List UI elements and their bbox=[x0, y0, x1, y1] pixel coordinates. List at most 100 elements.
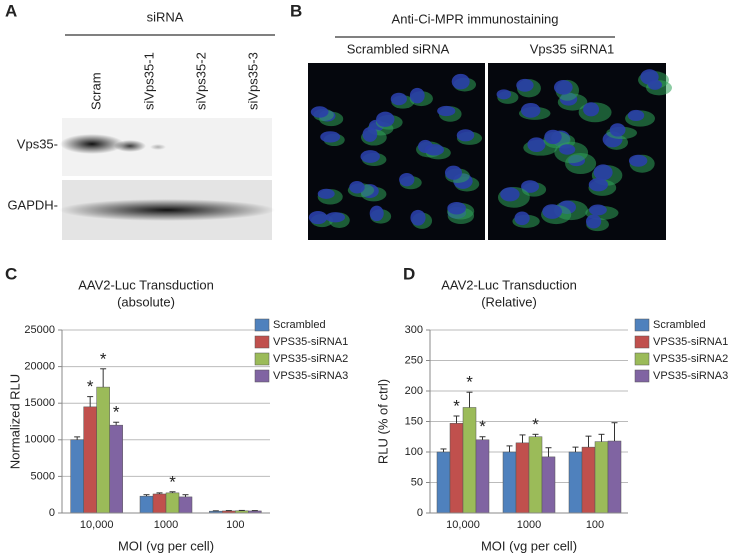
legend-swatch bbox=[634, 352, 650, 366]
bar bbox=[581, 446, 596, 514]
y-tick-label: 150 bbox=[405, 415, 423, 427]
bar bbox=[594, 441, 609, 514]
legend-label: VPS35-siRNA1 bbox=[653, 336, 728, 348]
legend-swatch bbox=[254, 352, 270, 366]
blot-band bbox=[59, 199, 275, 221]
bar bbox=[139, 495, 154, 514]
bar bbox=[109, 424, 123, 514]
nucleus bbox=[628, 154, 648, 167]
legend-swatch bbox=[634, 335, 650, 349]
nucleus bbox=[424, 144, 445, 156]
legend-swatch bbox=[254, 318, 270, 332]
bar bbox=[541, 456, 556, 514]
nucleus bbox=[369, 205, 384, 222]
bar bbox=[528, 436, 543, 514]
bar bbox=[515, 442, 530, 514]
y-tick-label: 100 bbox=[405, 446, 423, 458]
nucleus bbox=[349, 181, 365, 194]
bar bbox=[96, 386, 110, 514]
panel-title: Anti-Ci-MPR immunostaining bbox=[392, 11, 559, 26]
panel-label: A bbox=[5, 1, 17, 20]
lane-label: siVps35-3 bbox=[245, 52, 260, 110]
nucleus bbox=[444, 165, 463, 180]
y-axis-label: RLU (% of ctrl) bbox=[375, 379, 390, 464]
nucleus bbox=[585, 214, 602, 229]
nucleus bbox=[627, 109, 645, 122]
nucleus bbox=[588, 204, 607, 216]
blot-band bbox=[150, 144, 166, 150]
nucleus bbox=[376, 111, 395, 127]
blot-header: siRNA bbox=[147, 9, 184, 24]
significance-mark: * bbox=[453, 396, 460, 415]
significance-mark: * bbox=[113, 403, 120, 422]
blot-band bbox=[114, 140, 146, 152]
nucleus bbox=[542, 204, 563, 219]
nucleus bbox=[521, 180, 540, 193]
nucleus bbox=[399, 172, 415, 187]
significance-mark: * bbox=[532, 415, 539, 434]
y-tick-label: 20000 bbox=[24, 361, 55, 373]
y-tick-label: 0 bbox=[417, 507, 423, 519]
panel-label: B bbox=[290, 1, 302, 20]
chart-subtitle: (absolute) bbox=[117, 294, 175, 309]
nucleus bbox=[514, 211, 530, 226]
legend-label: Scrambled bbox=[273, 319, 326, 331]
nucleus bbox=[609, 123, 626, 137]
bar bbox=[83, 406, 97, 514]
legend-swatch bbox=[254, 335, 270, 349]
x-axis-label: MOI (vg per cell) bbox=[481, 538, 577, 553]
nucleus bbox=[588, 178, 608, 192]
x-tick-label: 10,000 bbox=[446, 519, 480, 531]
significance-mark: * bbox=[466, 373, 473, 392]
nucleus bbox=[447, 201, 466, 215]
legend-swatch bbox=[254, 369, 270, 383]
column-label: Scrambled siRNA bbox=[347, 41, 450, 56]
bar bbox=[70, 439, 84, 514]
nucleus bbox=[553, 80, 573, 95]
bar bbox=[568, 451, 583, 514]
panel-label: D bbox=[403, 264, 415, 283]
row-label: GAPDH- bbox=[7, 197, 58, 212]
y-tick-label: 10000 bbox=[24, 434, 55, 446]
nucleus bbox=[362, 126, 378, 142]
legend-swatch bbox=[634, 318, 650, 332]
lane-label: siVps35-1 bbox=[141, 52, 156, 110]
nucleus bbox=[410, 209, 426, 226]
bar bbox=[449, 423, 464, 514]
legend-label: Scrambled bbox=[653, 319, 706, 331]
y-tick-label: 50 bbox=[411, 476, 423, 488]
nucleus bbox=[583, 102, 600, 117]
nucleus bbox=[559, 144, 576, 155]
nucleus bbox=[496, 89, 512, 100]
blot-band bbox=[60, 134, 124, 154]
panel-label: C bbox=[5, 264, 17, 283]
legend-label: VPS35-siRNA1 bbox=[273, 336, 348, 348]
nucleus bbox=[593, 164, 613, 181]
legend-label: VPS35-siRNA3 bbox=[273, 370, 348, 382]
y-tick-label: 200 bbox=[405, 385, 423, 397]
bar bbox=[475, 439, 490, 514]
nucleus bbox=[409, 87, 425, 104]
column-label: Vps35 siRNA1 bbox=[530, 41, 615, 56]
bar bbox=[436, 451, 451, 514]
y-tick-label: 250 bbox=[405, 354, 423, 366]
bar bbox=[178, 496, 193, 514]
nucleus bbox=[648, 79, 663, 90]
legend-label: VPS35-siRNA3 bbox=[653, 370, 728, 382]
chart-title: AAV2-Luc Transduction bbox=[78, 277, 214, 292]
y-tick-label: 25000 bbox=[24, 324, 55, 336]
x-tick-label: 100 bbox=[226, 519, 244, 531]
legend-label: VPS35-siRNA2 bbox=[653, 353, 728, 365]
nucleus bbox=[320, 131, 341, 143]
bar bbox=[165, 492, 180, 514]
legend-swatch bbox=[634, 369, 650, 383]
x-tick-label: 100 bbox=[586, 519, 604, 531]
x-axis-label: MOI (vg per cell) bbox=[118, 538, 214, 553]
nucleus bbox=[325, 212, 345, 223]
nucleus bbox=[451, 73, 470, 90]
chart-title: AAV2-Luc Transduction bbox=[441, 277, 577, 292]
nucleus bbox=[360, 150, 380, 163]
significance-mark: * bbox=[87, 377, 94, 396]
nucleus bbox=[500, 187, 520, 202]
